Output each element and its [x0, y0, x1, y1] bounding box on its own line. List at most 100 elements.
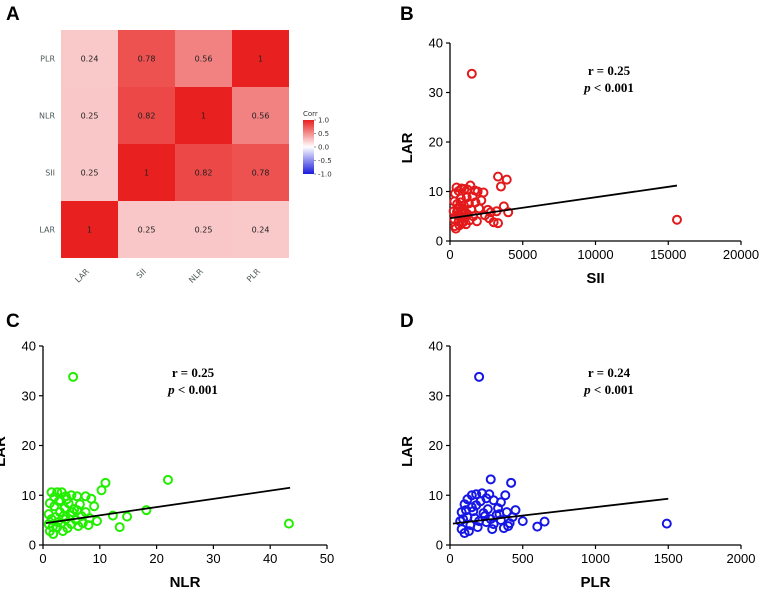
heatmap-cell-value: 0.24 — [81, 55, 99, 64]
heatmap-x-tick: NLR — [187, 267, 205, 285]
heatmap-cell — [175, 87, 232, 144]
data-point — [474, 371, 485, 382]
heatmap-cell — [118, 201, 175, 258]
correlation-p: p < 0.001 — [167, 382, 218, 397]
y-tick-label: 0 — [436, 234, 443, 249]
data-point — [47, 522, 58, 533]
data-point — [503, 207, 514, 218]
heatmap-cell — [175, 30, 232, 87]
y-tick-label: 30 — [429, 388, 443, 403]
legend-colorbar — [303, 120, 314, 174]
y-axis-title: LAR — [0, 436, 9, 467]
data-point — [463, 526, 474, 537]
data-point — [539, 516, 550, 527]
data-point — [68, 371, 79, 382]
p-value-text: < 0.001 — [591, 382, 634, 397]
data-point — [456, 218, 467, 229]
correlation-r: r = 0.24 — [588, 365, 631, 380]
x-tick-label: 20000 — [723, 247, 759, 262]
heatmap-cell-value: 1 — [201, 112, 206, 121]
data-point — [141, 505, 152, 516]
x-tick-label: 0 — [446, 551, 453, 566]
y-tick-label: 10 — [429, 184, 443, 199]
heatmap-cell-value: 0.78 — [138, 55, 156, 64]
legend-tick-label: 0.0 — [318, 144, 329, 152]
heatmap-cell-value: 1 — [87, 226, 92, 235]
heatmap-cell-value: 1 — [144, 169, 149, 178]
heatmap-cell — [175, 201, 232, 258]
data-point — [493, 218, 504, 229]
x-tick-label: 5000 — [508, 247, 537, 262]
heatmap-y-tick: PLR — [40, 55, 55, 64]
x-axis-title: SII — [586, 270, 604, 287]
correlation-p: p < 0.001 — [583, 80, 634, 95]
data-point — [100, 477, 111, 488]
x-tick-label: 500 — [512, 551, 534, 566]
y-tick-label: 40 — [429, 339, 443, 354]
data-point — [532, 521, 543, 532]
heatmap-cell — [118, 87, 175, 144]
heatmap-cell — [232, 144, 289, 201]
data-point — [61, 494, 72, 505]
legend-title: Corr — [303, 110, 318, 118]
heatmap-x-tick: SII — [135, 267, 148, 280]
data-point — [484, 213, 495, 224]
data-point — [487, 524, 498, 535]
regression-line — [452, 497, 669, 525]
y-tick-label: 10 — [429, 488, 443, 503]
x-tick-label: 30 — [206, 551, 220, 566]
regression-line — [45, 486, 291, 525]
heatmap-cell-value: 0.25 — [81, 169, 99, 178]
panel-letter-c: C — [6, 311, 20, 332]
heatmap-cell-value: 0.25 — [81, 112, 99, 121]
data-point — [461, 505, 472, 516]
y-tick-label: 30 — [429, 85, 443, 100]
data-point — [451, 182, 462, 193]
y-tick-label: 0 — [29, 538, 36, 553]
data-point — [671, 214, 682, 225]
x-tick-label: 40 — [263, 551, 277, 566]
data-point — [504, 518, 515, 529]
heatmap-cell-value: 0.56 — [252, 112, 270, 121]
p-symbol: p — [167, 382, 175, 397]
panel-letter-a: A — [6, 4, 20, 25]
heatmap-cell-value: 0.56 — [195, 55, 213, 64]
heatmap-cell — [61, 87, 118, 144]
data-point — [107, 510, 118, 521]
scatter-panel-nlr: 0 10 20 30 40 50 0 10 20 30 40 NLR LAR r = 0.25 p < 0.… — [0, 339, 334, 592]
y-tick-label: 30 — [22, 388, 36, 403]
data-point — [485, 474, 496, 485]
heatmap-cell — [61, 144, 118, 201]
data-point — [501, 174, 512, 185]
data-point — [466, 68, 477, 79]
data-point — [488, 495, 499, 506]
x-tick-label: 10 — [93, 551, 107, 566]
x-tick-label: 2000 — [727, 551, 756, 566]
correlation-r: r = 0.25 — [172, 365, 215, 380]
data-point — [77, 518, 88, 529]
x-tick-label: 1000 — [581, 551, 610, 566]
x-tick-label: 1500 — [654, 551, 683, 566]
p-symbol: p — [583, 80, 591, 95]
heatmap-y-tick: SII — [45, 169, 55, 178]
heatmap-y-tick: NLR — [39, 112, 55, 121]
legend-tick-label: 0.5 — [318, 130, 329, 138]
legend-tick-label: -0.5 — [318, 157, 332, 165]
y-axis-title: LAR — [399, 436, 416, 467]
p-value-text: < 0.001 — [591, 80, 634, 95]
data-point — [114, 522, 125, 533]
heatmap-cell — [61, 30, 118, 87]
panel-letter-b: B — [400, 4, 414, 25]
x-tick-label: 50 — [320, 551, 334, 566]
x-tick-label: 15000 — [650, 247, 686, 262]
x-tick-label: 0 — [39, 551, 46, 566]
data-point — [162, 474, 173, 485]
heatmap-cell — [61, 201, 118, 258]
y-tick-label: 40 — [429, 36, 443, 51]
heatmap-panel: 1 0.25 0.25 0.24 LAR 0.25 1 0.82 0.78 SII 0.25 0.82… — [39, 30, 332, 285]
data-point — [89, 501, 100, 512]
data-point — [495, 181, 506, 192]
data-point — [96, 485, 107, 496]
data-point — [471, 489, 482, 500]
